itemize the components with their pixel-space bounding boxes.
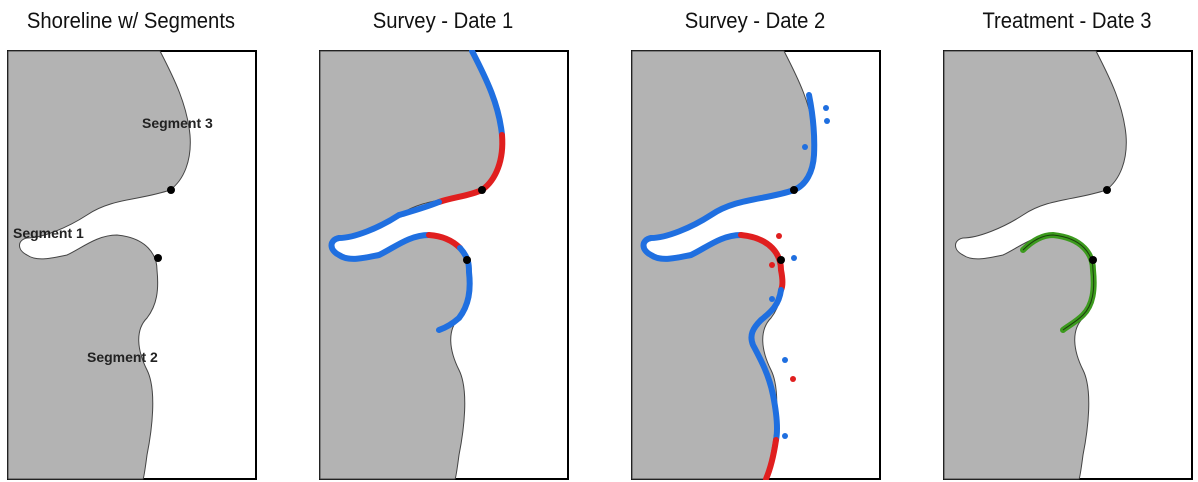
survey-point-clean (824, 118, 830, 124)
survey-segment-oiled (738, 232, 786, 293)
segment-boundary-marker (1089, 256, 1097, 264)
segment-boundary-marker (478, 186, 486, 194)
panel-title: Survey - Date 1 (372, 8, 514, 33)
treatment-segment-centerline (1022, 234, 1095, 331)
segment-boundary-marker (777, 256, 785, 264)
survey-point-clean (791, 255, 797, 261)
segment-boundary-marker (463, 256, 471, 264)
panel-survey-date-1: Survey - Date 1 (312, 0, 574, 482)
segment-boundary-marker (154, 254, 162, 262)
panel-title: Treatment - Date 3 (982, 8, 1152, 33)
segment-2-label: Segment 2 (87, 349, 158, 365)
survey-point-clean (782, 357, 788, 363)
segment-boundary-marker (790, 186, 798, 194)
panel-title: Shoreline w/ Segments (26, 8, 236, 33)
survey-segment-clean (640, 92, 818, 262)
segment-boundary-marker (167, 186, 175, 194)
survey-segment-oiled (763, 437, 779, 480)
survey-point-clean (823, 105, 829, 111)
map (631, 50, 881, 480)
survey-point-clean (769, 296, 775, 302)
segment-3-label: Segment 3 (142, 115, 213, 131)
panel-treatment-date-3: Treatment - Date 3 (936, 0, 1198, 482)
panel-title: Survey - Date 2 (684, 8, 826, 33)
map (319, 50, 569, 480)
map: Segment 3 Segment 1 Segment 2 (7, 50, 257, 480)
survey-segment-clean (748, 287, 784, 443)
survey-point-oiled (790, 376, 796, 382)
panel-shoreline-segments: Shoreline w/ Segments Segment 3 Segment … (0, 0, 262, 482)
segment-boundary-marker (1103, 186, 1111, 194)
survey-segment-clean (328, 199, 442, 262)
panel-survey-date-2: Survey - Date 2 (624, 0, 886, 482)
survey-point-clean (782, 433, 788, 439)
survey-point-clean (802, 144, 808, 150)
survey-segment-clean (469, 50, 505, 138)
map (943, 50, 1193, 480)
survey-point-oiled (769, 262, 775, 268)
survey-point-oiled (776, 233, 782, 239)
segment-1-label: Segment 1 (13, 225, 84, 241)
